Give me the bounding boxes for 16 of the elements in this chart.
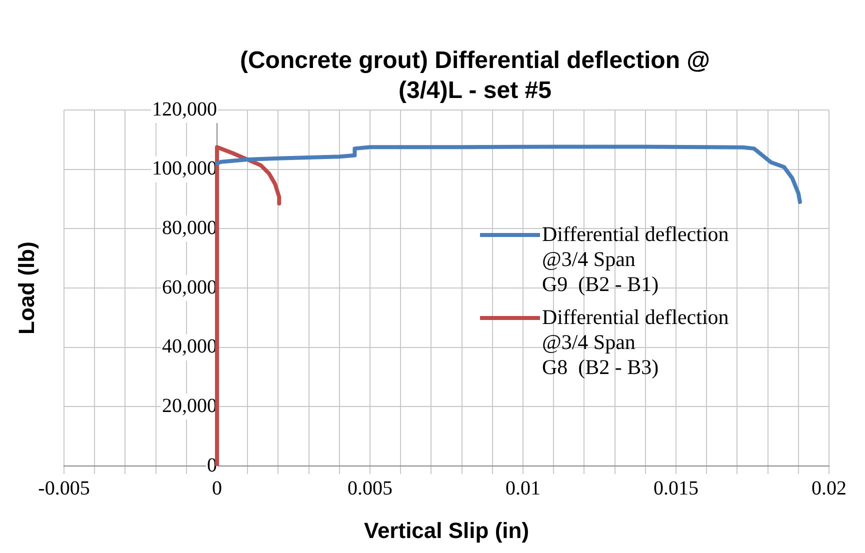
y-tick-label: 40,000 (162, 336, 217, 358)
x-tick-label: 0.015 (654, 477, 698, 500)
x-axis-title: Vertical Slip (in) (364, 518, 530, 543)
y-axis-title: Load (lb) (14, 242, 39, 334)
chart-title: (Concrete grout) Differential deflection @ (3/4)L - set #5 (240, 47, 710, 104)
legend-label: Differential deflection @3/4 Span G9 (B2 - B1) (542, 222, 729, 297)
x-tick-label: -0.005 (38, 477, 90, 500)
y-tick-label: 100,000 (152, 158, 217, 180)
y-tick-label: 80,000 (162, 216, 217, 239)
x-tick-label: 0.01 (506, 477, 540, 500)
x-tick-label: 0.005 (348, 477, 392, 500)
y-tick-label: 120,000 (152, 98, 217, 120)
legend-label: Differential deflection @3/4 Span G8 (B2 - B3) (542, 305, 729, 380)
x-tick-label: 0.02 (812, 477, 846, 500)
y-tick-label: 60,000 (162, 276, 217, 298)
y-tick-label: 20,000 (162, 394, 217, 417)
